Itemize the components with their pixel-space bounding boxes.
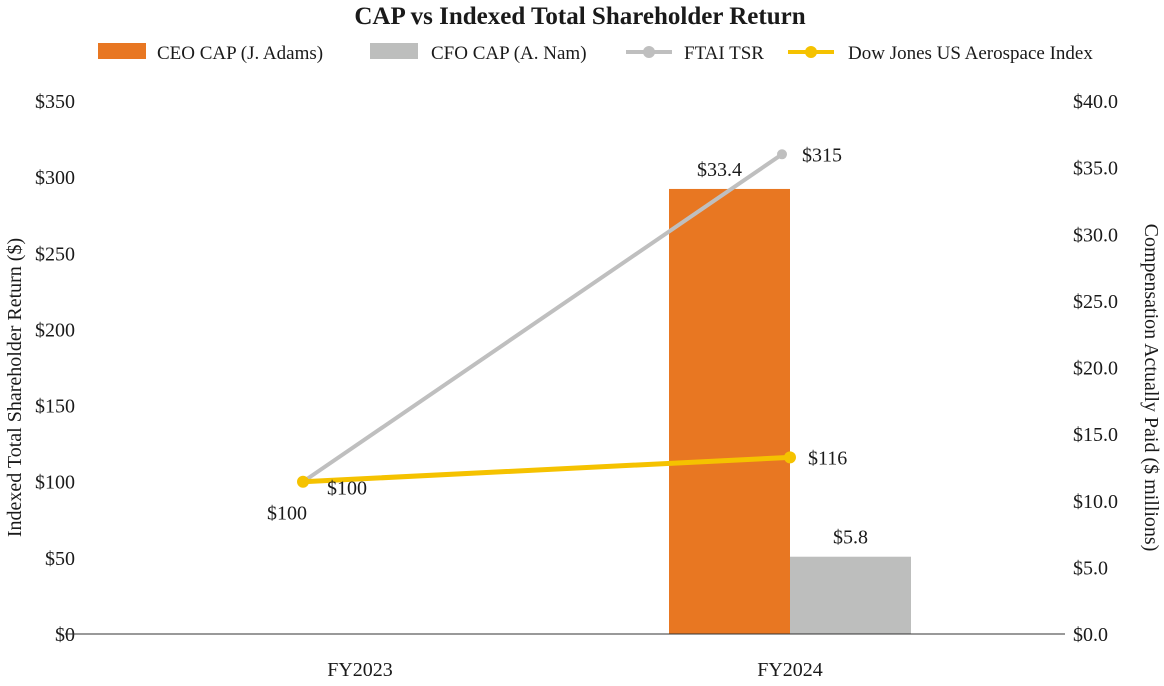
axes: $0 $50 $100 $150 $200 $250 $300 $350 $0.0 $5.0 $10… (4, 91, 1162, 681)
right-tick-label: $0.0 (1073, 624, 1108, 646)
left-tick-label: $200 (35, 319, 75, 341)
right-axis-title: Compensation Actually Paid ($ millions) (1140, 224, 1162, 552)
right-tick-label: $30.0 (1073, 224, 1118, 246)
line-data-label: $100 (267, 503, 307, 525)
legend-label: CFO CAP (A. Nam) (431, 43, 587, 64)
left-tick-label: $100 (35, 472, 75, 494)
plot-area: $33.4 $5.8 $100 $315 $100 $116 (267, 144, 911, 634)
line-data-label: $116 (808, 447, 847, 469)
line-data-label: $100 (327, 478, 367, 500)
right-tick-label: $25.0 (1073, 291, 1118, 313)
legend-swatch-marker (643, 46, 655, 58)
right-tick-label: $40.0 (1073, 91, 1118, 113)
left-tick-label: $350 (35, 91, 75, 113)
legend-label: Dow Jones US Aerospace Index (848, 43, 1093, 64)
legend-label: FTAI TSR (684, 43, 764, 64)
bar-ceo-cap (669, 188, 790, 634)
left-axis-title: Indexed Total Shareholder Return ($) (4, 238, 26, 537)
series-marker (784, 451, 796, 464)
legend: CEO CAP (J. Adams) CFO CAP (A. Nam) FTAI T… (98, 43, 1093, 64)
series-line-ftai-tsr (301, 152, 784, 484)
chart-title: CAP vs Indexed Total Shareholder Return (354, 3, 805, 30)
left-tick-label: $250 (35, 243, 75, 265)
legend-label: CEO CAP (J. Adams) (157, 43, 323, 64)
legend-swatch (98, 43, 146, 59)
category-label: FY2023 (327, 659, 393, 681)
bar-cfo-cap (790, 556, 911, 634)
left-tick-label: $300 (35, 167, 75, 189)
right-tick-label: $5.0 (1073, 557, 1108, 579)
right-tick-label: $35.0 (1073, 158, 1118, 180)
series-marker (777, 149, 787, 160)
series-line-dow-jones-aerospace (300, 454, 793, 485)
left-tick-label: $0 (55, 624, 75, 646)
category-label: FY2024 (757, 659, 823, 681)
left-tick-label: $150 (35, 396, 75, 418)
right-tick-label: $20.0 (1073, 358, 1118, 380)
left-tick-label: $50 (45, 548, 75, 570)
line-data-label: $315 (802, 144, 842, 166)
legend-swatch-marker (805, 46, 817, 58)
right-tick-label: $10.0 (1073, 491, 1118, 513)
right-tick-label: $15.0 (1073, 424, 1118, 446)
legend-swatch (370, 43, 418, 59)
bar-data-label: $5.8 (833, 527, 868, 549)
bar-data-label: $33.4 (697, 159, 742, 181)
series-marker (297, 475, 309, 488)
